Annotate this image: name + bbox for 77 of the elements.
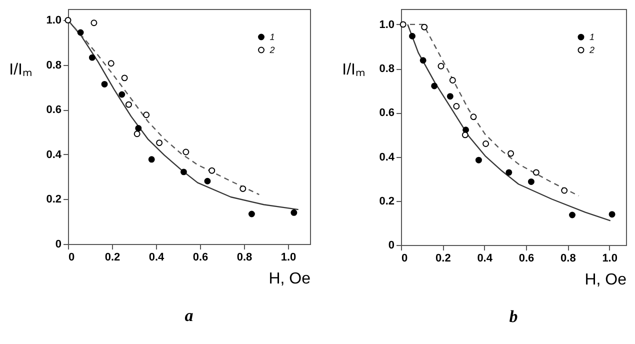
x-tick-label: 0.6 (192, 252, 208, 264)
line-series (407, 24, 611, 222)
y-tick-label: 0 (388, 240, 394, 252)
point (77, 29, 84, 36)
point (108, 60, 114, 67)
point (446, 93, 454, 100)
point (409, 32, 416, 40)
point (475, 156, 482, 164)
x-tick-label: 0.6 (518, 252, 534, 264)
point (180, 168, 187, 176)
point (143, 112, 150, 118)
y-tick-label: 1.0 (46, 14, 62, 27)
x-tick-label: 0.8 (236, 252, 252, 264)
x-tick-label: 0.4 (477, 252, 494, 264)
point (528, 178, 534, 185)
point (121, 74, 128, 82)
legend-label: 1 (270, 32, 275, 42)
point (240, 185, 246, 192)
point (101, 80, 108, 88)
y-tick-label: 1.0 (379, 18, 394, 31)
x-tick-label: 0.4 (148, 252, 166, 264)
x-tick-label: 1.0 (602, 252, 618, 264)
point (148, 156, 155, 163)
point (134, 130, 140, 138)
legend-label: 2 (268, 45, 275, 55)
point (462, 132, 468, 138)
point (125, 101, 132, 108)
point (156, 140, 163, 146)
x-axis-title: H, Oe (584, 272, 627, 288)
x-tick-label: 1.0 (280, 252, 296, 264)
point (532, 169, 540, 176)
point (248, 210, 255, 218)
point (482, 140, 490, 147)
point (182, 148, 190, 156)
x-tick-label: 0.8 (560, 252, 576, 264)
legend-label: 1 (590, 32, 595, 42)
y-tick-label: 0.2 (379, 195, 394, 208)
point (561, 187, 568, 194)
point (204, 178, 211, 184)
x-tick-label: 0 (68, 252, 75, 264)
y-tick-label: 0.8 (379, 63, 394, 76)
y-tick-label: 0.6 (379, 107, 394, 120)
point (421, 24, 428, 30)
point (290, 209, 298, 216)
x-tick-label: 0.2 (436, 252, 451, 264)
legend-label: 2 (588, 45, 595, 56)
point (90, 20, 98, 26)
point (208, 167, 216, 174)
point (470, 114, 477, 120)
point (64, 16, 72, 24)
y-axis-title: I/Iₘ (9, 62, 32, 78)
text: a (184, 306, 194, 325)
x-tick-label: 0 (402, 252, 408, 264)
y-tick-label: 0.8 (46, 59, 62, 72)
y-tick-label: 0.6 (46, 104, 62, 116)
point (569, 212, 576, 218)
point (400, 21, 406, 28)
point (453, 103, 460, 110)
point (508, 150, 514, 157)
point (449, 77, 456, 84)
point (88, 54, 96, 61)
y-tick-label: 0.2 (46, 194, 62, 206)
point (608, 211, 616, 218)
y-tick-label: 0 (55, 238, 62, 250)
point (118, 91, 126, 98)
text: b (509, 307, 518, 326)
y-axis-title: I/Iₘ (342, 62, 366, 78)
point (506, 169, 512, 176)
x-tick-label: 0.2 (104, 252, 120, 264)
point (462, 126, 470, 134)
point (431, 82, 438, 90)
y-tick-label: 0.4 (379, 151, 396, 164)
point (135, 125, 142, 132)
x-axis-title: H, Oe (268, 270, 311, 288)
point (438, 62, 444, 70)
point (420, 57, 426, 64)
y-tick-label: 0.4 (46, 148, 62, 161)
